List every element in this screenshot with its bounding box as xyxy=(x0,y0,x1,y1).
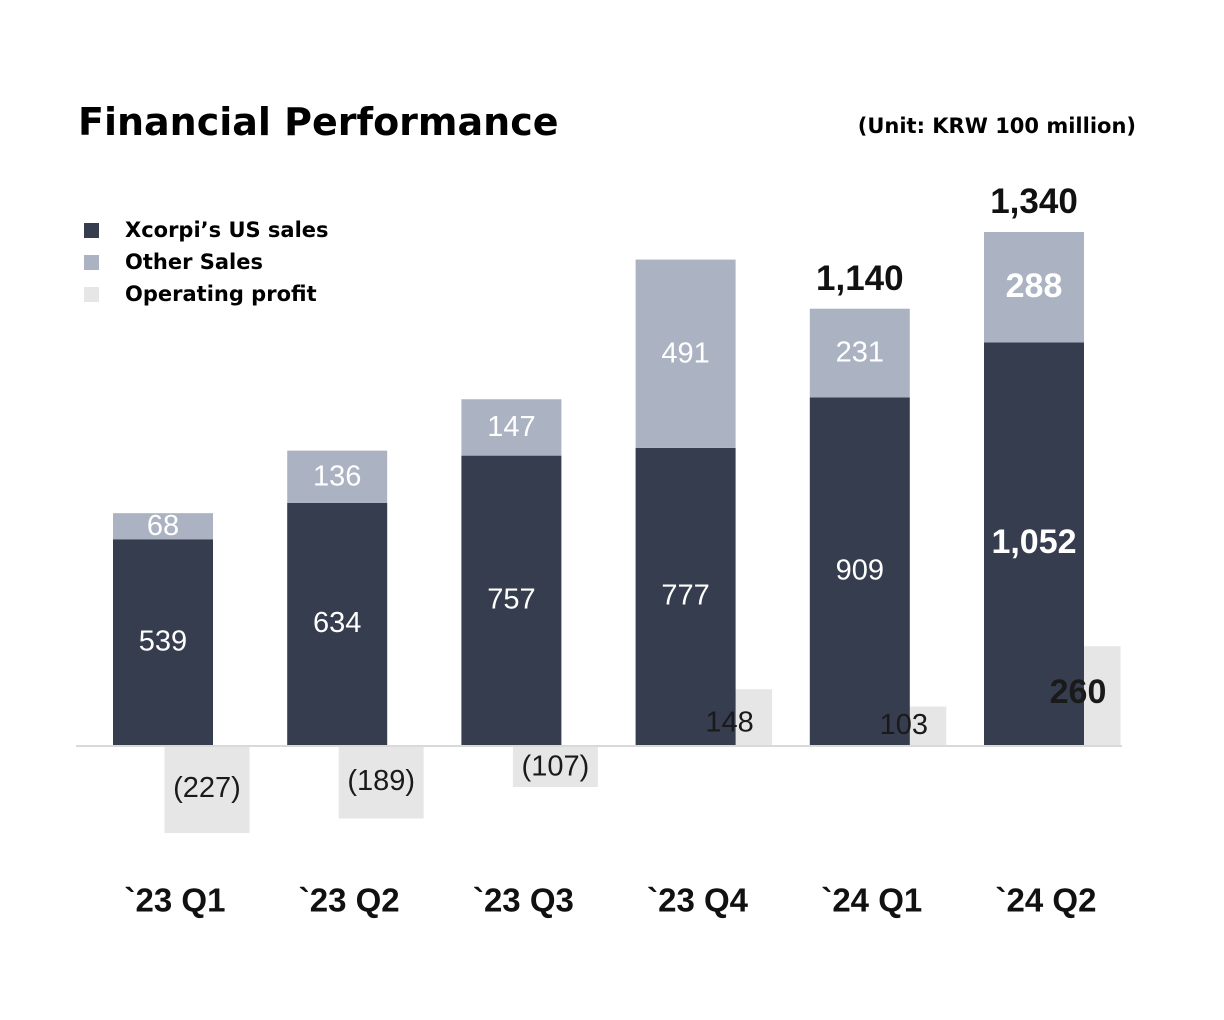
category-label: `23 Q2 xyxy=(299,882,400,919)
total-label: 1,340 xyxy=(990,182,1078,221)
us-sales-bar xyxy=(984,342,1084,746)
operating-profit-bar xyxy=(338,746,424,819)
us-sales-value-label: 539 xyxy=(139,625,187,657)
other-sales-bar xyxy=(113,513,213,540)
us-sales-value-label: 909 xyxy=(836,554,884,586)
legend-item-other-sales: Other Sales xyxy=(84,246,329,278)
other-sales-value-label: 231 xyxy=(836,337,884,369)
us-sales-value-label: 777 xyxy=(661,580,709,612)
category-label: `23 Q3 xyxy=(473,882,574,919)
operating-profit-bar xyxy=(512,746,598,788)
other-sales-bar xyxy=(635,259,736,448)
other-sales-value-label: 491 xyxy=(661,337,709,369)
category-label: `23 Q1 xyxy=(125,882,226,919)
other-sales-bar xyxy=(287,450,388,503)
legend-item-operating-profit: Operating profit xyxy=(84,278,329,310)
us-sales-bar xyxy=(113,539,213,746)
us-sales-bar xyxy=(461,455,562,746)
legend-label-other-sales: Other Sales xyxy=(125,250,263,274)
category-label: `24 Q1 xyxy=(821,882,922,919)
legend-swatch-us-sales xyxy=(84,222,99,238)
operating-profit-value-label: (107) xyxy=(522,751,590,783)
other-sales-bar xyxy=(984,231,1084,343)
legend-label-operating-profit: Operating profit xyxy=(125,282,317,306)
legend-label-us-sales: Xcorpi’s US sales xyxy=(125,218,329,242)
category-label: `23 Q4 xyxy=(647,882,749,919)
other-sales-value-label: 147 xyxy=(487,411,535,443)
operating-profit-value-label: 260 xyxy=(1050,673,1107,711)
page-title: Financial Performance xyxy=(78,100,559,144)
operating-profit-value-label: 148 xyxy=(705,707,753,739)
legend-swatch-other-sales xyxy=(84,254,99,270)
legend-item-us-sales: Xcorpi’s US sales xyxy=(84,214,329,246)
total-label: 1,140 xyxy=(816,259,904,298)
us-sales-bar xyxy=(287,502,388,746)
legend-swatch-operating-profit xyxy=(84,286,99,302)
us-sales-bar xyxy=(635,447,736,746)
operating-profit-value-label: (189) xyxy=(347,765,415,797)
operating-profit-value-label: (227) xyxy=(173,772,241,804)
other-sales-value-label: 68 xyxy=(147,510,179,542)
us-sales-bar xyxy=(809,397,910,746)
us-sales-value-label: 634 xyxy=(313,607,361,639)
operating-profit-value-label: 103 xyxy=(880,709,928,741)
unit-label: (Unit: KRW 100 million) xyxy=(857,114,1136,138)
us-sales-value-label: 757 xyxy=(487,583,535,615)
operating-profit-bar xyxy=(164,746,250,834)
other-sales-bar xyxy=(461,399,562,456)
us-sales-value-label: 1,052 xyxy=(991,523,1076,561)
category-label: `24 Q2 xyxy=(996,882,1097,919)
legend: Xcorpi’s US sales Other Sales Operating … xyxy=(84,214,329,310)
other-sales-bar xyxy=(809,308,910,398)
other-sales-value-label: 288 xyxy=(1006,267,1063,305)
other-sales-value-label: 136 xyxy=(313,460,361,492)
